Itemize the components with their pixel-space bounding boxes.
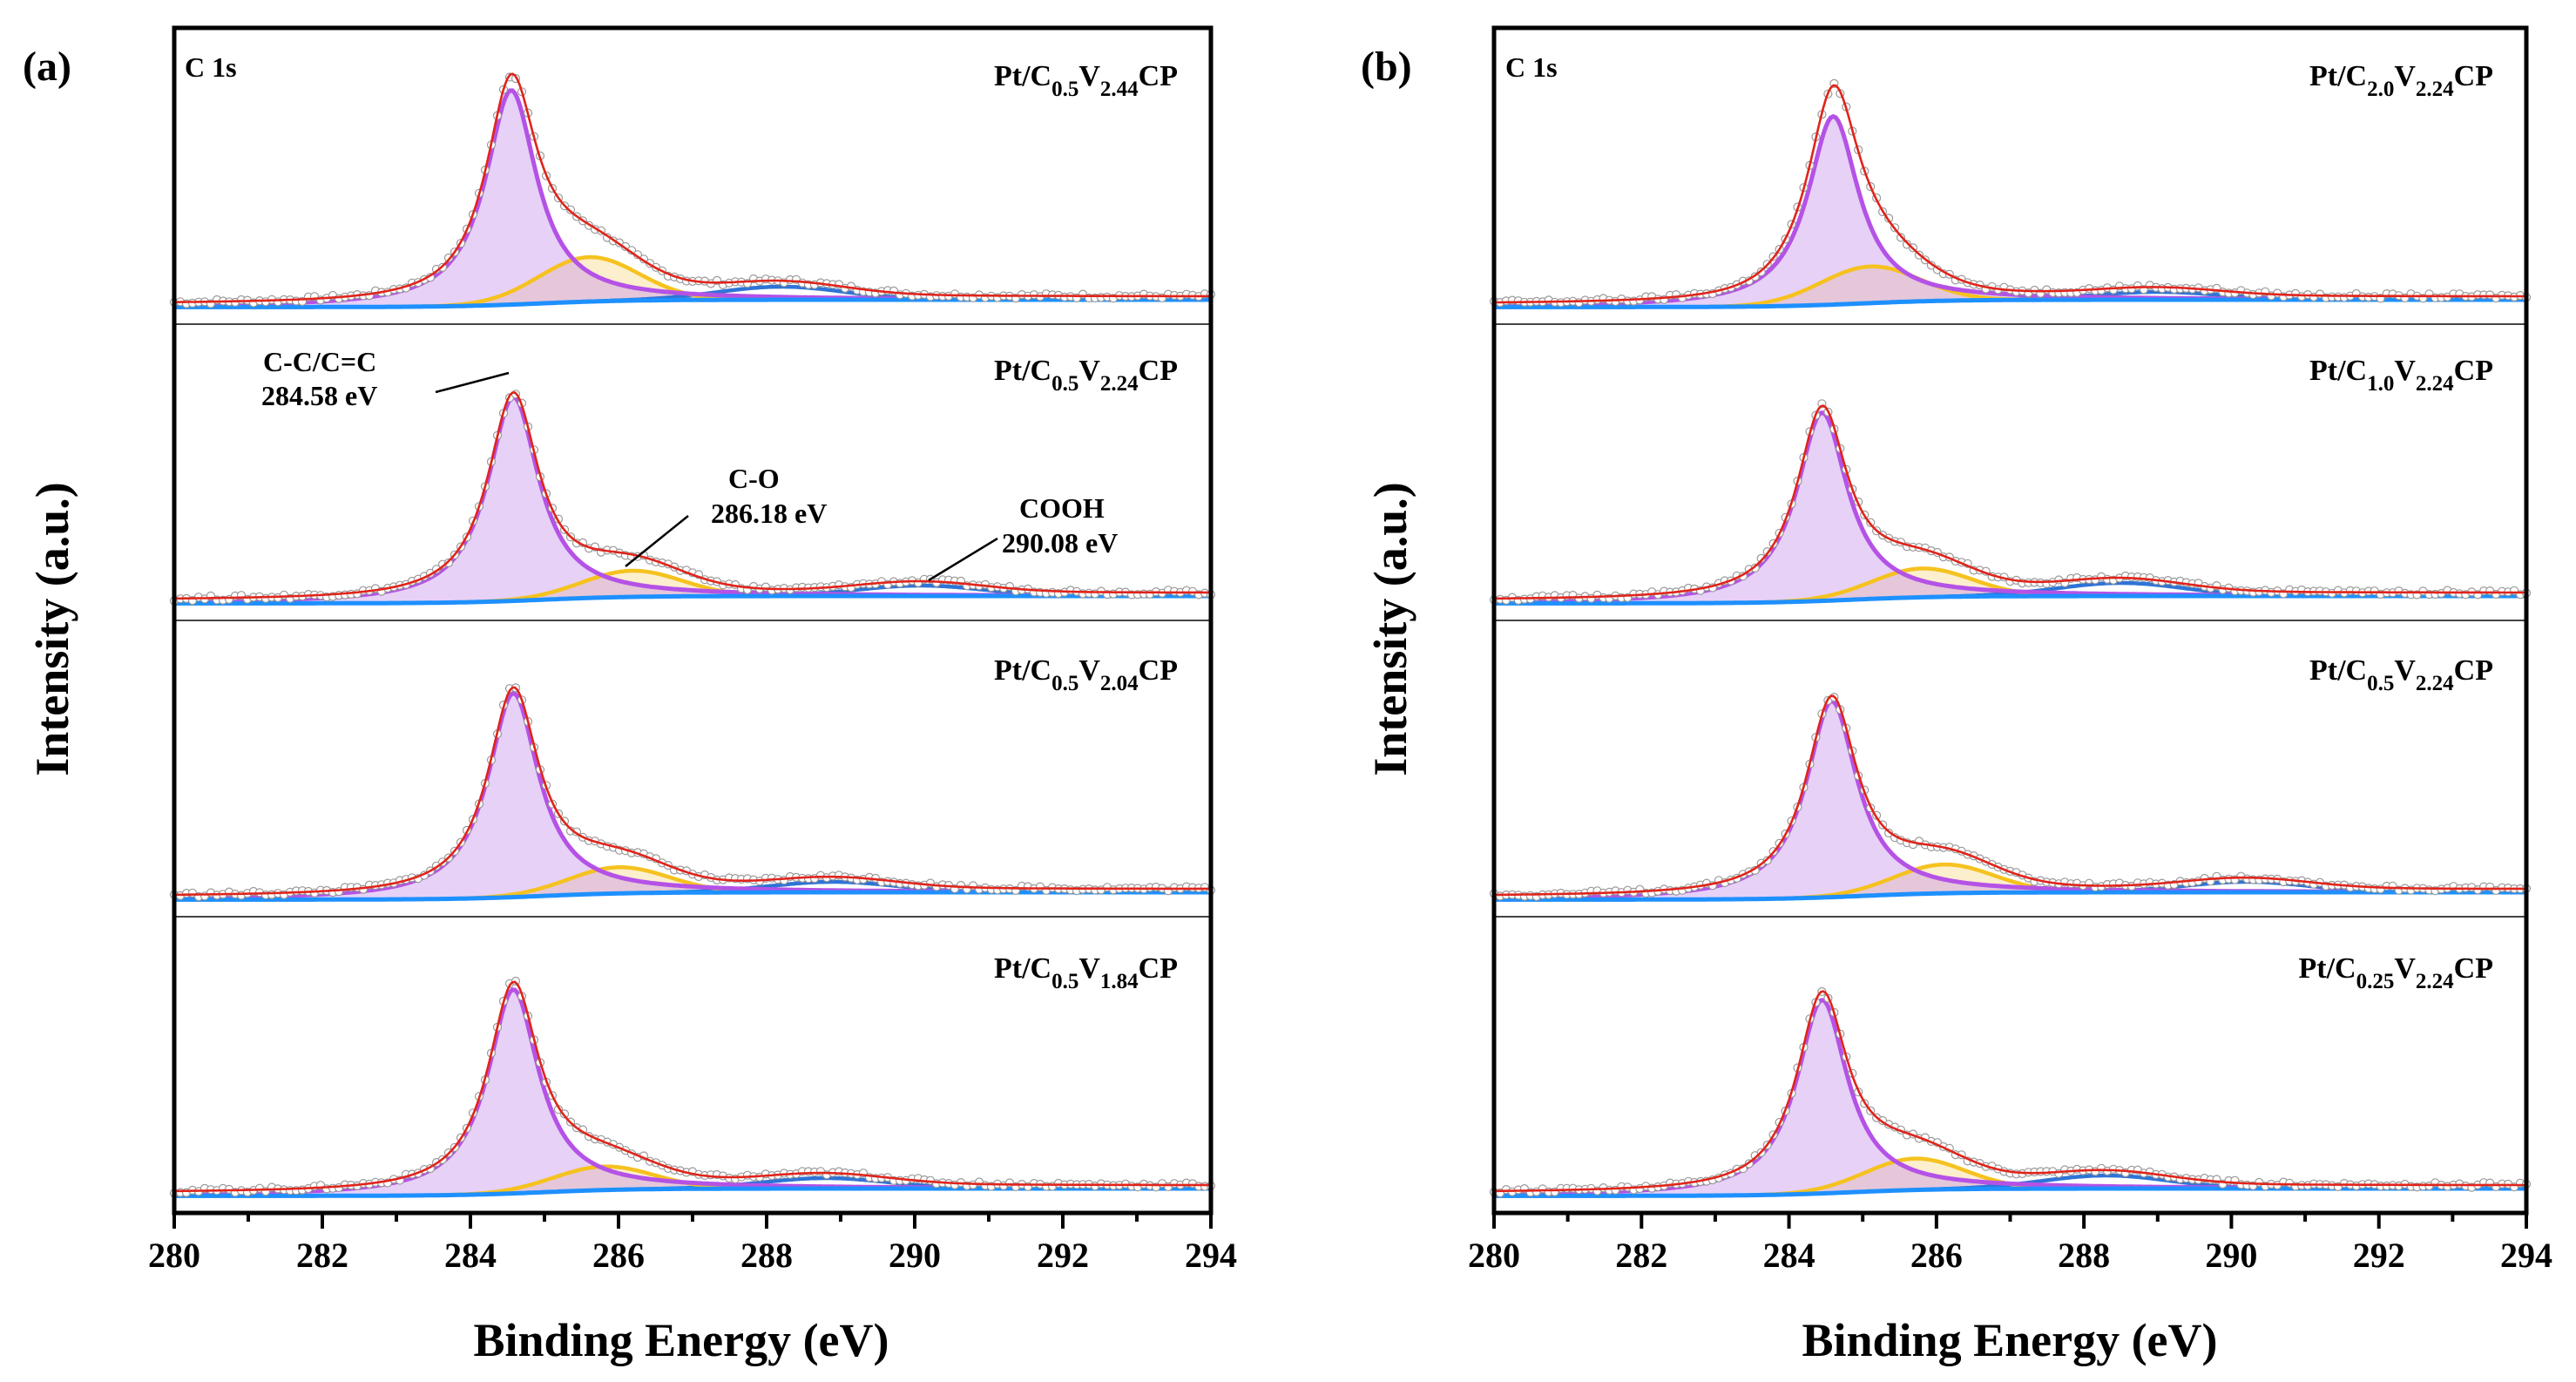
- spectrum-a-0: Pt/C0.5V2.44CP: [169, 60, 1216, 309]
- c-c-peak-area: [1494, 412, 2526, 604]
- annotation-cooh-leader: [928, 537, 998, 582]
- annotation-cc-energy: 284.58 eV: [261, 380, 377, 411]
- envelope-line: [174, 980, 1211, 1193]
- sample-label: Pt/C0.5V2.24CP: [2309, 654, 2493, 695]
- envelope-line: [174, 686, 1211, 897]
- panel-b-y-axis-title: Intensity (a.u.): [1364, 482, 1416, 776]
- raw-data-points: [1489, 399, 2532, 606]
- sample-label: Pt/C1.0V2.24CP: [2309, 355, 2493, 396]
- data-point: [1756, 553, 1766, 564]
- panel-a-label: (a): [23, 44, 71, 90]
- spectrum-b-0: Pt/C2.0V2.24CP: [1489, 60, 2532, 309]
- x-tick-label: 290: [889, 1236, 941, 1275]
- c-c-peak-line: [174, 987, 1211, 1196]
- annotation-cc: C-C/C=C 284.58 eV: [261, 346, 510, 411]
- sample-label: Pt/C0.5V2.04CP: [994, 654, 1178, 695]
- raw-data-points: [169, 72, 1216, 308]
- panel-b-x-axis: 280 282 284 286 288 290 292 294: [1468, 1213, 2552, 1275]
- panel-a: (a) Intensity (a.u.) Binding Energy (eV)…: [23, 25, 1237, 1366]
- x-tick-label: 286: [592, 1236, 645, 1275]
- annotation-co-energy: 286.18 eV: [711, 498, 827, 529]
- background-line: [1494, 593, 2526, 606]
- annotation-co: C-O 286.18 eV: [625, 463, 827, 567]
- c-c-peak-line: [1494, 998, 2526, 1196]
- x-tick-label: 286: [1910, 1236, 1963, 1275]
- annotation-cc-name: C-C/C=C: [263, 346, 376, 377]
- c-c-peak-line: [174, 691, 1211, 900]
- panel-a-spectra: Pt/C0.5V2.44CP Pt/C0.5V2.24CP Pt/C0.5V2.04…: [169, 60, 1216, 1198]
- sample-label: Pt/C0.5V2.44CP: [994, 60, 1178, 101]
- x-tick-label: 294: [1185, 1236, 1237, 1275]
- x-tick-label: 288: [740, 1236, 793, 1275]
- x-tick-label: 280: [1468, 1236, 1520, 1275]
- envelope-line: [1494, 84, 2526, 304]
- c-c-peak-line: [1494, 410, 2526, 604]
- panel-b-label: (b): [1361, 44, 1412, 90]
- envelope-line: [1494, 694, 2527, 897]
- raw-data-points: [169, 976, 1216, 1198]
- spectrum-b-3: Pt/C0.25V2.24CP: [1489, 952, 2532, 1198]
- sample-label: Pt/C0.5V1.84CP: [994, 952, 1178, 993]
- c-c-peak-line: [174, 88, 1211, 308]
- raw-data-points: [1489, 986, 2532, 1198]
- panel-a-x-axis: 280 282 284 286 288 290 292 294: [148, 1213, 1237, 1275]
- background-line: [1494, 890, 2526, 902]
- x-tick-label: 288: [2058, 1236, 2110, 1275]
- annotation-cc-leader: [435, 371, 510, 394]
- sample-label: Pt/C2.0V2.24CP: [2309, 60, 2493, 101]
- x-tick-label: 292: [1037, 1236, 1089, 1275]
- c-c-peak-area: [1494, 999, 2526, 1196]
- spectrum-a-2: Pt/C0.5V2.04CP: [169, 654, 1216, 902]
- background-line: [174, 1186, 1211, 1198]
- x-tick-label: 282: [296, 1236, 348, 1275]
- annotation-co-leader: [625, 515, 689, 567]
- raw-data-points: [1489, 78, 2532, 308]
- raw-data-points: [169, 683, 1216, 902]
- sample-label: Pt/C0.5V2.24CP: [994, 355, 1178, 396]
- envelope-line: [174, 72, 1211, 303]
- c-c-peak-area: [174, 90, 1211, 308]
- x-tick-label: 294: [2500, 1236, 2552, 1275]
- spectrum-a-1: Pt/C0.5V2.24CP: [169, 355, 1216, 606]
- c-c-peak-area: [1494, 116, 2526, 308]
- x-tick-label: 284: [1763, 1236, 1815, 1275]
- x-tick-label: 292: [2353, 1236, 2405, 1275]
- c-c-peak-line: [1494, 113, 2526, 308]
- annotation-cooh: COOH 290.08 eV: [928, 492, 1118, 582]
- panel-a-x-axis-title: Binding Energy (eV): [473, 1314, 889, 1366]
- c-o-peak-area: [174, 571, 1211, 604]
- annotation-cooh-name: COOH: [1019, 492, 1105, 524]
- background-line: [1494, 297, 2526, 309]
- annotation-cooh-energy: 290.08 eV: [1002, 527, 1118, 559]
- x-tick-label: 290: [2205, 1236, 2257, 1275]
- c-c-peak-area: [174, 693, 1211, 900]
- x-tick-label: 282: [1615, 1236, 1667, 1275]
- c-c-peak-area: [174, 989, 1211, 1196]
- background-line: [174, 890, 1211, 902]
- envelope-line: [174, 391, 1211, 600]
- raw-data-points: [1489, 692, 2532, 902]
- annotation-co-name: C-O: [728, 463, 780, 494]
- panel-b-x-axis-title: Binding Energy (eV): [1802, 1314, 2217, 1366]
- x-tick-label: 280: [148, 1236, 200, 1275]
- sample-label: Pt/C0.25V2.24CP: [2299, 952, 2493, 993]
- panel-a-y-axis-title: Intensity (a.u.): [26, 482, 78, 776]
- spectrum-b-2: Pt/C0.5V2.24CP: [1489, 654, 2532, 902]
- data-point: [443, 558, 454, 568]
- panel-b-c1s-label: C 1s: [1505, 51, 1558, 83]
- x-tick-label: 284: [444, 1236, 497, 1275]
- envelope-line: [1494, 990, 2526, 1193]
- spectrum-a-3: Pt/C0.5V1.84CP: [169, 952, 1216, 1198]
- panel-a-c1s-label: C 1s: [185, 51, 237, 83]
- spectrum-b-1: Pt/C1.0V2.24CP: [1489, 355, 2532, 606]
- panel-b-spectra: Pt/C2.0V2.24CP Pt/C1.0V2.24CP Pt/C0.5V2.24…: [1489, 60, 2532, 1198]
- envelope-line: [1494, 404, 2526, 600]
- panel-b: (b) Intensity (a.u.) Binding Energy (eV)…: [1361, 25, 2552, 1366]
